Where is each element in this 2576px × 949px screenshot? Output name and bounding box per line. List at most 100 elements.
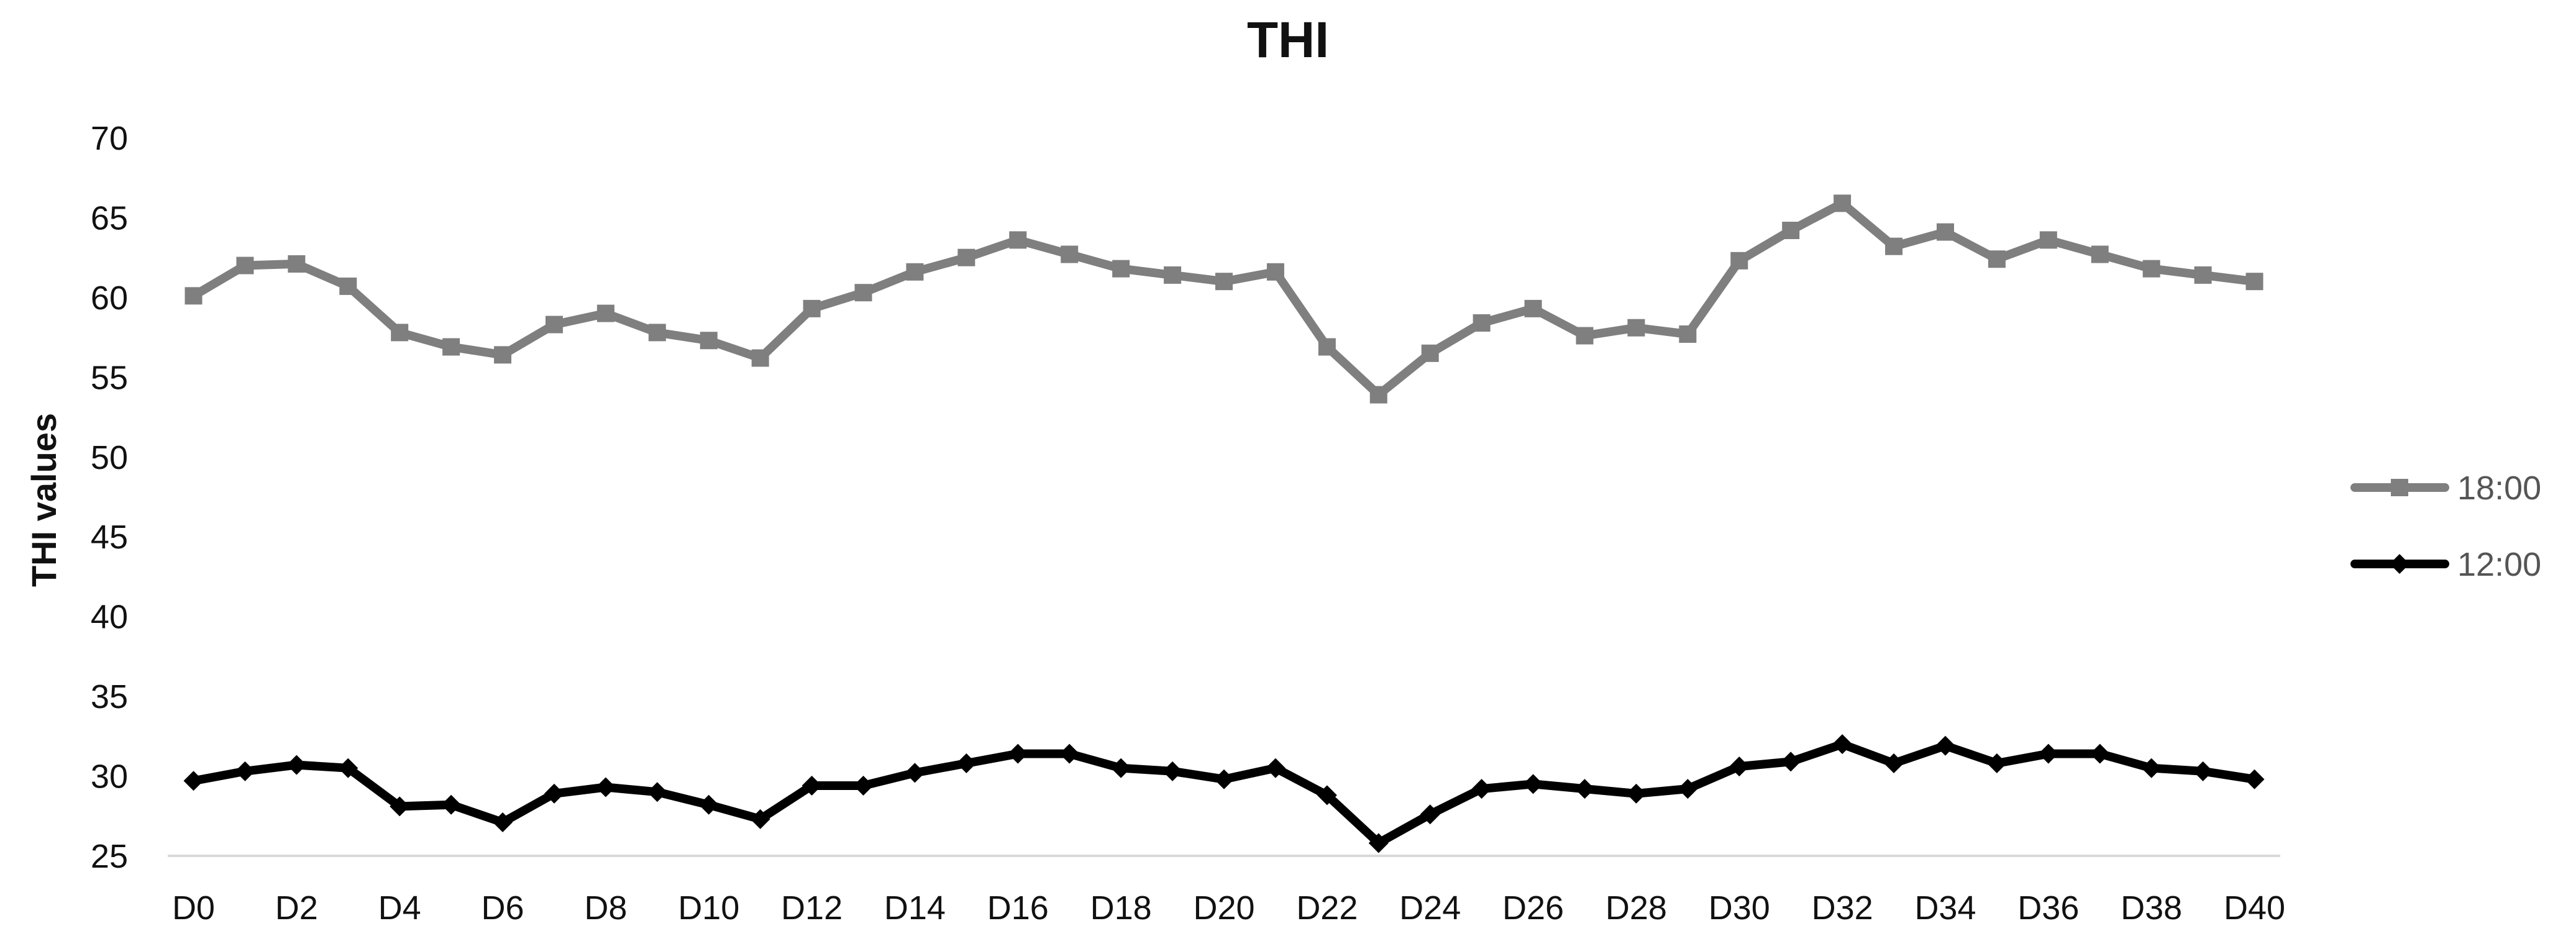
data-point bbox=[1524, 299, 1542, 317]
data-point bbox=[1885, 237, 1903, 255]
legend-label: 12:00 bbox=[2457, 546, 2541, 583]
legend-label: 18:00 bbox=[2457, 470, 2541, 507]
data-point bbox=[544, 783, 564, 804]
data-point bbox=[853, 775, 874, 796]
data-point bbox=[235, 761, 255, 781]
data-point bbox=[1214, 769, 1234, 789]
data-point bbox=[1832, 734, 1853, 755]
data-point bbox=[802, 775, 822, 796]
legend-item: 12:00 bbox=[2350, 546, 2541, 583]
data-point bbox=[1473, 314, 1491, 332]
legend-marker bbox=[2391, 479, 2408, 496]
data-point bbox=[648, 324, 666, 342]
data-point bbox=[700, 332, 718, 350]
data-point bbox=[545, 316, 563, 334]
data-point bbox=[2091, 245, 2109, 263]
x-tick-label: D22 bbox=[1296, 889, 1358, 927]
data-point bbox=[751, 349, 769, 367]
data-point bbox=[957, 248, 975, 266]
data-point bbox=[185, 287, 203, 305]
data-point bbox=[442, 338, 460, 356]
y-tick-label: 65 bbox=[91, 199, 128, 237]
legend: 18:00 12:00 bbox=[2350, 470, 2541, 583]
data-point bbox=[803, 299, 821, 317]
x-tick-label: D38 bbox=[2121, 889, 2182, 927]
data-point bbox=[2244, 769, 2265, 789]
data-point bbox=[595, 777, 616, 797]
data-point bbox=[286, 755, 307, 775]
x-tick-label: D20 bbox=[1193, 889, 1254, 927]
data-point bbox=[2090, 743, 2110, 764]
data-point bbox=[1782, 221, 1800, 239]
data-point bbox=[1164, 266, 1182, 284]
data-point bbox=[1368, 833, 1389, 853]
x-tick-label: D16 bbox=[987, 889, 1049, 927]
y-tick-label: 70 bbox=[91, 120, 128, 157]
data-point bbox=[1781, 751, 1801, 772]
data-point bbox=[1215, 273, 1233, 291]
data-point bbox=[647, 782, 667, 802]
x-tick-label: D32 bbox=[1812, 889, 1873, 927]
data-point bbox=[2039, 231, 2057, 249]
data-point bbox=[339, 277, 357, 295]
data-point bbox=[1935, 735, 1955, 756]
data-point bbox=[2193, 761, 2213, 781]
x-tick-label: D30 bbox=[1709, 889, 1770, 927]
data-point bbox=[441, 794, 462, 815]
data-point bbox=[1111, 758, 1131, 778]
x-tick-label: D12 bbox=[781, 889, 843, 927]
data-point bbox=[1009, 231, 1027, 249]
data-point bbox=[854, 284, 872, 302]
legend-marker bbox=[2390, 554, 2409, 574]
x-tick-label: D40 bbox=[2224, 889, 2285, 927]
data-point bbox=[1317, 785, 1337, 806]
x-tick-label: D10 bbox=[678, 889, 739, 927]
x-tick-label: D4 bbox=[378, 889, 421, 927]
data-point bbox=[1471, 779, 1492, 799]
data-point bbox=[1679, 325, 1697, 343]
data-point bbox=[338, 758, 359, 778]
data-point bbox=[1421, 344, 1439, 362]
x-tick-labels: D0 D2 D4 D6 D8 D10 D12 D14 D16 D18 D20 D22 D24 D26 D28… bbox=[172, 889, 2285, 927]
data-point bbox=[2142, 260, 2160, 278]
x-tick-label: D2 bbox=[275, 889, 318, 927]
data-point bbox=[1318, 338, 1336, 356]
data-point bbox=[1884, 753, 1904, 774]
data-point bbox=[905, 763, 925, 783]
data-point bbox=[1369, 386, 1387, 404]
data-point bbox=[494, 346, 512, 364]
data-point bbox=[2038, 743, 2058, 764]
data-point bbox=[596, 304, 614, 322]
y-tick-label: 40 bbox=[91, 599, 128, 636]
y-tick-label: 25 bbox=[91, 838, 128, 875]
data-point bbox=[2194, 266, 2212, 284]
y-tick-label: 35 bbox=[91, 678, 128, 715]
data-point bbox=[493, 812, 513, 833]
series-layer bbox=[183, 194, 2265, 853]
data-point bbox=[1061, 245, 1079, 263]
data-point bbox=[1265, 758, 1286, 778]
y-axis-label: THI values bbox=[24, 413, 63, 587]
y-tick-label: 60 bbox=[91, 279, 128, 317]
x-tick-label: D18 bbox=[1090, 889, 1152, 927]
data-point bbox=[1730, 252, 1748, 270]
data-point bbox=[956, 753, 977, 774]
data-point bbox=[1420, 804, 1440, 825]
data-point bbox=[390, 796, 410, 817]
data-point bbox=[1986, 753, 2007, 774]
data-point bbox=[750, 809, 770, 829]
data-point bbox=[1523, 774, 1543, 794]
data-point bbox=[1936, 223, 1954, 241]
x-tick-label: D28 bbox=[1605, 889, 1667, 927]
data-point bbox=[1988, 250, 2006, 268]
x-tick-label: D36 bbox=[2017, 889, 2079, 927]
y-tick-label: 30 bbox=[91, 758, 128, 796]
data-point bbox=[1576, 327, 1594, 345]
x-tick-label: D34 bbox=[1914, 889, 1976, 927]
data-point bbox=[1626, 783, 1647, 804]
data-point bbox=[183, 771, 204, 791]
data-point bbox=[698, 794, 719, 815]
y-tick-labels: 25 30 35 40 45 50 55 60 65 70 bbox=[91, 120, 128, 875]
